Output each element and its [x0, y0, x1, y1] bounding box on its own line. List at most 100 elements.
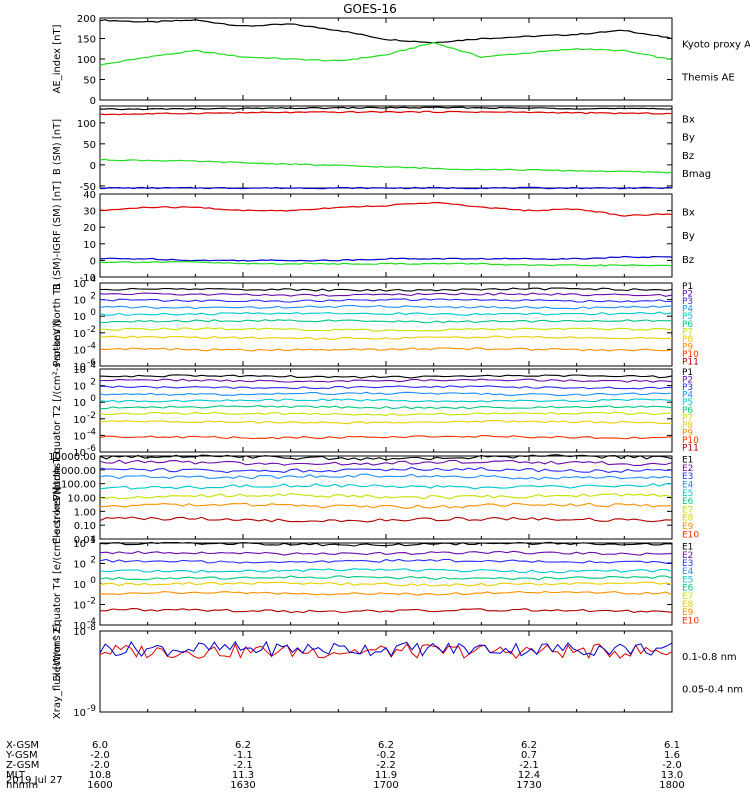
series-p2 [99, 378, 673, 383]
series-e8 [100, 608, 673, 614]
series-e5 [99, 575, 673, 581]
series-group [99, 454, 673, 523]
series-p6 [99, 319, 673, 324]
legend-entry: 0.1-0.8 nm [682, 652, 737, 663]
y-tick-label: 20 [83, 223, 96, 234]
y-tick-label-exp: 2 [90, 556, 96, 566]
series-themis-ae [99, 19, 673, 44]
y-tick-label-exp: -9 [87, 704, 96, 714]
legend-entry: P2 [682, 290, 693, 300]
series-p9 [100, 347, 673, 352]
legend-entry: P2 [682, 376, 693, 386]
y-tick-label: 10 [73, 329, 86, 340]
series-p7 [99, 411, 673, 416]
legend-entry: E2 [682, 551, 693, 561]
y-tick-label: 100 [77, 55, 96, 66]
legend: Bx By Bz [682, 207, 695, 265]
footer-date: 2019 Jul 27 [6, 775, 63, 786]
y-tick-label-exp: -4 [87, 617, 96, 627]
legend-entry: Bz [682, 151, 694, 162]
footer-value: 11.9 [375, 770, 397, 781]
series-e2 [99, 459, 673, 467]
y-tick-label-exp: -4 [87, 427, 96, 437]
legend-entry: E3 [682, 559, 693, 569]
footer-value: 6.2 [235, 740, 251, 751]
panel-frame [99, 542, 673, 626]
y-tick-label: 10 [73, 431, 86, 442]
y-tick-label: 0 [90, 161, 96, 172]
y-tick-label: 30 [83, 207, 96, 218]
y-tick-label: 50 [83, 76, 96, 87]
series-bz [99, 201, 673, 217]
footer-value: 1800 [659, 780, 684, 791]
y-axis-label: AE_index [nT] [52, 24, 63, 93]
y-tick-label: -10 [80, 273, 96, 284]
panel-frame [99, 17, 673, 101]
footer-value: 1630 [230, 780, 255, 791]
footer-value: -2.0 [90, 750, 110, 761]
series-e7 [99, 590, 673, 596]
y-axis-label: B (SM)-IGRF (SM) [nT] [52, 181, 63, 290]
y-tick-label: 10 [73, 448, 86, 459]
legend-entry: P6 [682, 406, 693, 416]
y-tick-label: 10 [73, 580, 86, 591]
y-tick-label: 10 [73, 560, 86, 571]
footer-value: 11.3 [232, 770, 254, 781]
series-group [99, 106, 673, 190]
series-e7 [99, 502, 673, 509]
footer-row-label: Z-GSM [6, 760, 39, 771]
legend-entry: E6 [682, 584, 694, 594]
y-axis-label: Electrons Equator T4 [e/(cm²-s-sr-keV)] [52, 486, 63, 681]
legend-entry: E5 [682, 575, 693, 585]
footer-value: 1730 [516, 780, 541, 791]
y-axis-label: Xray_flux [W/m^2] [52, 624, 63, 719]
legend-entry: P7 [682, 413, 693, 423]
legend-entry: P9 [682, 428, 693, 438]
legend: Kyoto proxy AE Themis AE [681, 40, 750, 84]
legend: Bx By Bz Bmag [682, 114, 711, 180]
series-group [99, 541, 673, 614]
legend-entry: Themis AE [681, 72, 735, 83]
y-tick-label: 10 [73, 382, 86, 393]
series-p8 [99, 335, 673, 340]
series-group [99, 287, 673, 352]
footer-row-label: hhmm [6, 780, 38, 791]
y-tick-label-exp: -2 [87, 411, 96, 421]
y-tick-label: 10 [73, 627, 86, 638]
y-tick-label: 100.00 [61, 480, 96, 491]
legend-entry: P8 [682, 335, 693, 345]
footer-value: 1700 [373, 780, 398, 791]
footer-row-label: X-GSM [6, 740, 39, 751]
legend: 0.1-0.8 nm 0.05-0.4 nm [682, 652, 743, 695]
footer-value: -2.1 [233, 760, 253, 771]
legend-entry: P9 [682, 342, 693, 352]
panel-frame [99, 630, 673, 713]
y-tick-label: 10 [83, 240, 96, 251]
legend-entry: E8 [682, 600, 694, 610]
y-tick-label: -50 [80, 182, 96, 193]
series-kyoto-proxy-ae [99, 41, 673, 67]
series-e4 [99, 473, 673, 481]
legend-entry: Kyoto proxy AE [682, 40, 750, 51]
legend-entry: P4 [682, 391, 693, 401]
y-tick-label: 10 [73, 539, 86, 550]
legend-entry: P11 [682, 357, 699, 367]
legend-entry: E1 [682, 543, 693, 553]
legend-entry: P4 [682, 305, 693, 315]
y-axis-label: B (SM) [nT] [52, 119, 63, 175]
series-e2 [99, 550, 673, 556]
legend-entry: E8 [682, 514, 694, 524]
footer-value: 1.6 [664, 750, 680, 761]
legend-entry: P8 [682, 421, 693, 431]
legend-entry: By [682, 133, 695, 144]
y-axis-label: Protons North T1 [52, 282, 63, 366]
y-tick-label: 0.01 [74, 535, 96, 546]
series-bz [99, 110, 673, 116]
y-tick-label-exp: -2 [87, 325, 96, 335]
y-tick-label-exp: -4 [87, 341, 96, 351]
footer-value: 13.0 [661, 770, 683, 781]
series-e6 [99, 492, 673, 500]
